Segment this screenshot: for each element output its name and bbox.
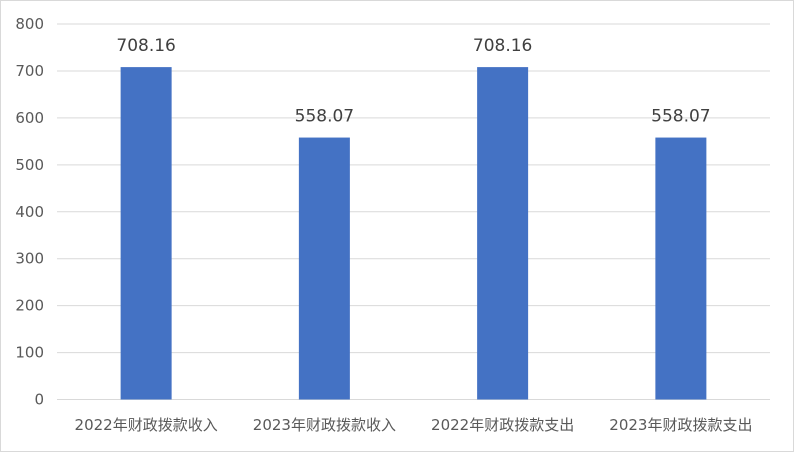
- x-tick-label: 2023年财政拨款支出: [609, 416, 752, 434]
- y-tick-label: 300: [15, 250, 44, 268]
- y-tick-label: 400: [15, 203, 44, 221]
- data-label: 708.16: [116, 36, 175, 56]
- bar: [477, 67, 529, 400]
- y-tick-label: 800: [15, 15, 44, 33]
- x-tick-label: 2022年财政拨款收入: [75, 416, 218, 434]
- bar: [298, 137, 350, 400]
- data-label: 708.16: [473, 36, 532, 56]
- data-label: 558.07: [651, 107, 710, 127]
- x-tick-label: 2023年财政拨款收入: [253, 416, 396, 434]
- x-tick-label: 2022年财政拨款支出: [431, 416, 574, 434]
- y-tick-label: 200: [15, 297, 44, 315]
- bar: [655, 137, 707, 400]
- y-tick-label: 700: [15, 62, 44, 80]
- y-tick-label: 600: [15, 109, 44, 127]
- y-tick-label: 0: [34, 391, 44, 409]
- y-tick-label: 100: [15, 344, 44, 362]
- data-label: 558.07: [295, 107, 354, 127]
- y-tick-label: 500: [15, 156, 44, 174]
- bar: [120, 67, 172, 400]
